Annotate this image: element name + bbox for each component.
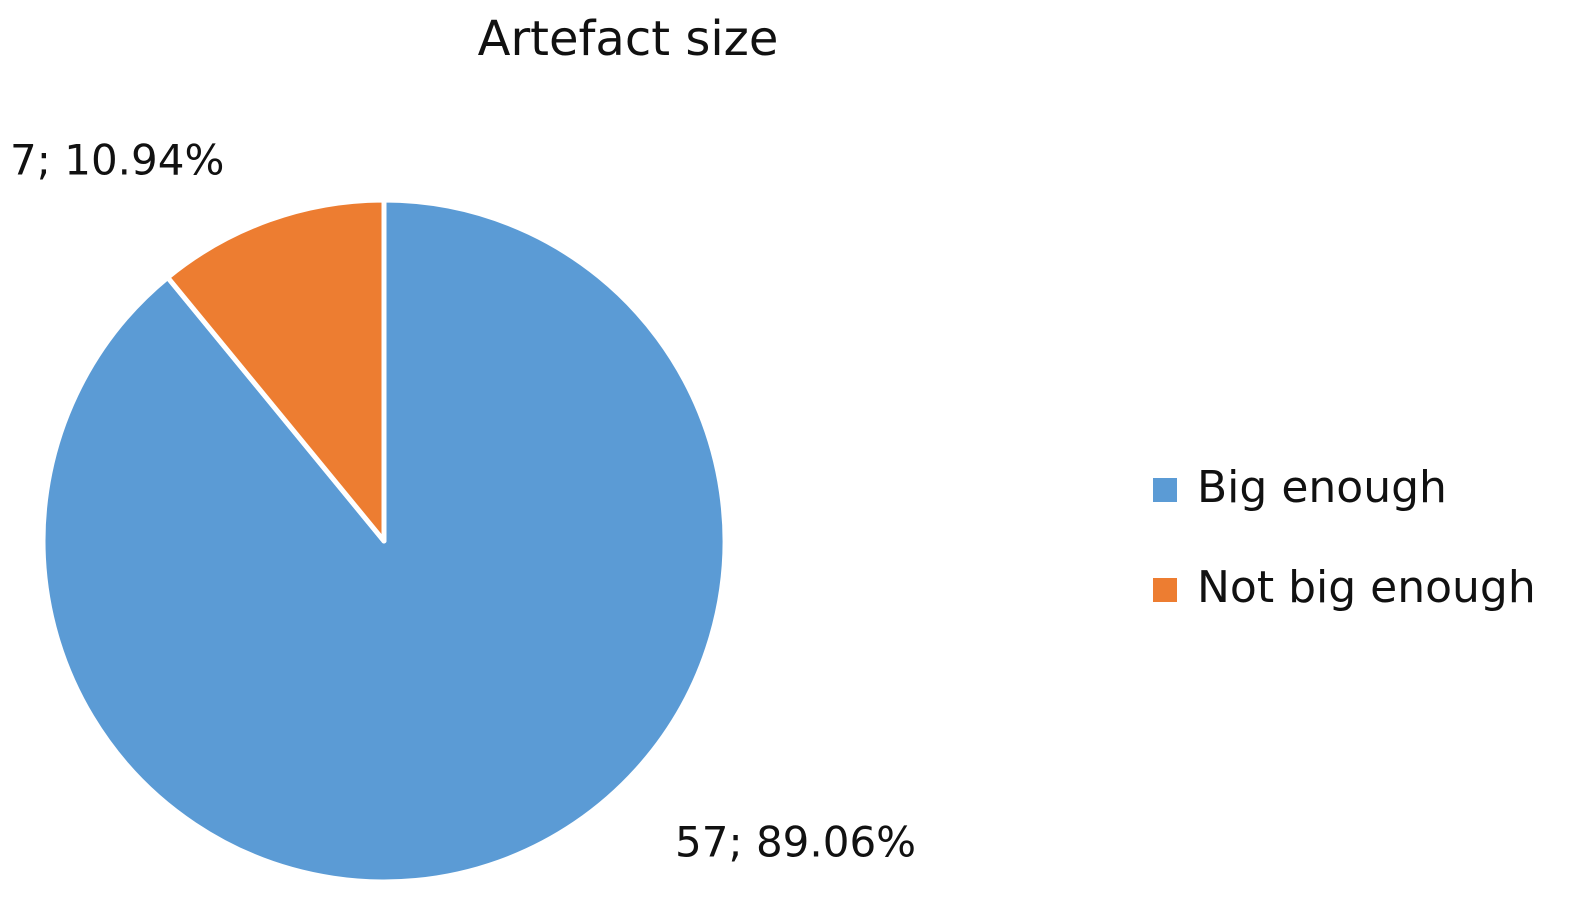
legend-swatch [1153,578,1177,602]
legend-label: Not big enough [1197,562,1536,613]
data-label: 7; 10.94% [10,136,224,185]
data-label: 57; 89.06% [675,818,916,867]
chart-title: Artefact size [478,11,779,67]
legend-label: Big enough [1197,462,1447,513]
legend-swatch [1153,478,1177,502]
pie-slice [165,197,387,544]
